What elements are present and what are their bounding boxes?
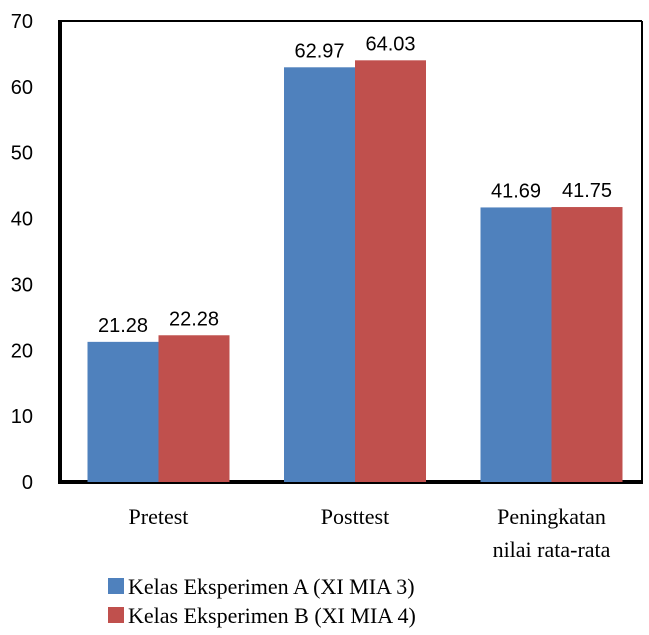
y-tick-label: 10 [11,406,33,428]
bar [158,335,230,482]
y-tick-label: 30 [11,274,33,296]
x-axis: Pretest Posttest Peningkatan nilai rata-rat… [129,504,611,562]
data-label: 22.28 [169,308,219,330]
y-tick-label: 60 [11,77,33,99]
bar [284,67,355,482]
x-category-label: nilai rata-rata [493,537,611,562]
x-category-label: Posttest [321,504,389,529]
bar [355,60,426,483]
data-label: 41.69 [491,180,541,202]
y-tick-label: 50 [11,143,33,165]
x-category-label: Pretest [129,504,189,529]
y-tick-label: 0 [22,472,33,494]
legend-label: Kelas Eksperimen B (XI MIA 4) [128,603,416,628]
y-tick-label: 20 [11,340,33,362]
bars [87,60,623,483]
data-label: 41.75 [562,180,612,202]
data-label: 21.28 [98,315,148,337]
data-labels: 21.28 62.97 41.69 22.28 64.03 41.75 [98,33,612,337]
legend-swatch [108,578,124,594]
y-axis: 0 10 20 30 40 50 60 70 [11,11,33,494]
legend: Kelas Eksperimen A (XI MIA 3) Kelas Ekspe… [108,574,416,628]
bar [87,341,159,482]
legend-swatch [108,607,124,623]
y-tick-label: 70 [11,11,33,33]
legend-label: Kelas Eksperimen A (XI MIA 3) [128,574,415,599]
data-label: 64.03 [365,33,415,55]
bar [551,207,623,482]
x-category-label: Peningkatan [497,504,606,529]
data-label: 62.97 [294,40,344,62]
bar [480,207,552,482]
y-tick-label: 40 [11,209,33,231]
